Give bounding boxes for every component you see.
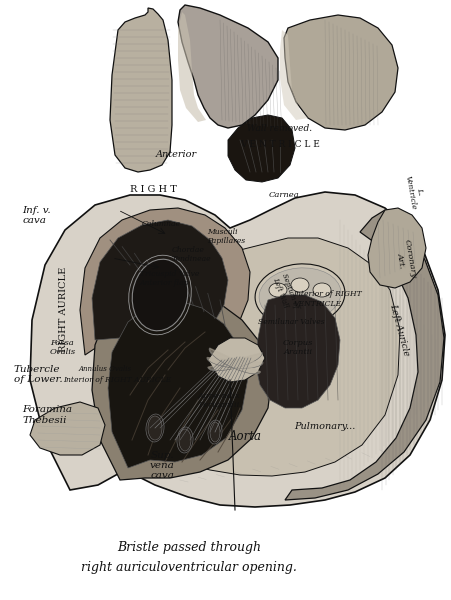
Text: Tricuspid Valve
Anterior flap: Tricuspid Valve Anterior flap bbox=[140, 269, 199, 287]
Text: V E N T R I C L E: V E N T R I C L E bbox=[239, 140, 320, 149]
Ellipse shape bbox=[132, 259, 188, 331]
Ellipse shape bbox=[179, 429, 191, 451]
Text: right auriculoventricular opening.: right auriculoventricular opening. bbox=[82, 562, 297, 575]
Ellipse shape bbox=[259, 268, 341, 322]
Polygon shape bbox=[228, 115, 295, 182]
Text: RIGHT AURICLE: RIGHT AURICLE bbox=[59, 267, 68, 352]
Polygon shape bbox=[110, 8, 172, 172]
Text: Foramina
Thebesii: Foramina Thebesii bbox=[23, 405, 73, 425]
Ellipse shape bbox=[269, 283, 287, 297]
Polygon shape bbox=[30, 192, 445, 507]
Text: L.
Ventricle: L. Ventricle bbox=[404, 174, 426, 211]
Polygon shape bbox=[80, 208, 250, 365]
Ellipse shape bbox=[255, 264, 345, 326]
Polygon shape bbox=[92, 220, 228, 348]
Text: R I G H T: R I G H T bbox=[130, 185, 177, 194]
Polygon shape bbox=[284, 15, 398, 130]
Ellipse shape bbox=[210, 422, 220, 442]
Polygon shape bbox=[92, 282, 272, 480]
Ellipse shape bbox=[291, 278, 309, 292]
Text: Fossa
Ovalis: Fossa Ovalis bbox=[49, 339, 75, 356]
Polygon shape bbox=[108, 300, 248, 468]
Polygon shape bbox=[209, 348, 260, 374]
Text: Appe­ndix
Pericardii: Appe­ndix Pericardii bbox=[198, 392, 240, 409]
Text: Anterior: Anterior bbox=[155, 151, 197, 160]
Polygon shape bbox=[178, 5, 278, 128]
Polygon shape bbox=[285, 210, 444, 500]
Text: Septum of
Left Wall: Septum of Left Wall bbox=[272, 272, 300, 313]
Ellipse shape bbox=[208, 420, 222, 444]
Polygon shape bbox=[208, 353, 262, 371]
Text: Wall removed.: Wall removed. bbox=[247, 124, 312, 133]
Polygon shape bbox=[280, 30, 308, 120]
Text: Aorta: Aorta bbox=[229, 430, 262, 443]
Ellipse shape bbox=[177, 427, 193, 453]
Text: Chordae
Tendineae: Chordae Tendineae bbox=[171, 246, 211, 263]
Polygon shape bbox=[30, 402, 105, 455]
Text: Coronary
Art.: Coronary Art. bbox=[394, 239, 418, 281]
Text: Interior of RIGHT
VENTRICLE: Interior of RIGHT VENTRICLE bbox=[293, 290, 362, 308]
Text: Pulmonary...: Pulmonary... bbox=[294, 422, 355, 431]
Text: Interior of RIGHT AURICLE: Interior of RIGHT AURICLE bbox=[63, 376, 171, 383]
Polygon shape bbox=[368, 208, 426, 288]
Polygon shape bbox=[178, 12, 206, 122]
Text: Annulus Ovalis: Annulus Ovalis bbox=[79, 365, 132, 373]
Ellipse shape bbox=[313, 283, 331, 297]
Polygon shape bbox=[208, 338, 265, 382]
Text: Bristle passed through: Bristle passed through bbox=[117, 541, 262, 554]
Polygon shape bbox=[207, 358, 263, 368]
Text: Musculi
Papillares: Musculi Papillares bbox=[207, 228, 246, 245]
Text: Columnae: Columnae bbox=[142, 220, 181, 227]
Text: Sup.
vena
cava: Sup. vena cava bbox=[150, 451, 175, 480]
Polygon shape bbox=[100, 238, 400, 476]
Text: Inf. v.
cava: Inf. v. cava bbox=[23, 206, 51, 226]
Polygon shape bbox=[255, 295, 340, 408]
Text: Tubercle
of Lower.: Tubercle of Lower. bbox=[14, 365, 62, 384]
Text: Semilunar Valves: Semilunar Valves bbox=[258, 319, 324, 326]
Text: Left Auricle: Left Auricle bbox=[388, 303, 410, 358]
Ellipse shape bbox=[148, 416, 162, 440]
Ellipse shape bbox=[146, 414, 164, 442]
Text: Carnea: Carnea bbox=[269, 191, 299, 199]
Text: Corpus
Arantii: Corpus Arantii bbox=[282, 339, 313, 356]
